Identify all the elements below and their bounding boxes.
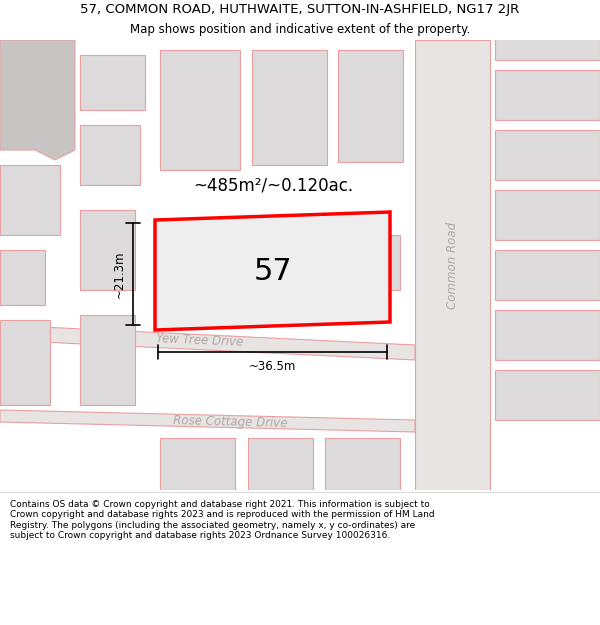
Text: 57: 57 — [254, 258, 292, 286]
Polygon shape — [0, 410, 415, 432]
Polygon shape — [415, 40, 490, 490]
Bar — [160, 438, 235, 490]
Polygon shape — [0, 325, 415, 360]
Bar — [155, 223, 237, 328]
Bar — [80, 125, 140, 185]
Text: Common Road: Common Road — [446, 221, 460, 309]
Bar — [495, 250, 600, 300]
Bar — [325, 438, 400, 490]
Bar — [0, 250, 45, 305]
Bar — [325, 235, 400, 290]
Text: Map shows position and indicative extent of the property.: Map shows position and indicative extent… — [130, 24, 470, 36]
Bar — [248, 438, 313, 490]
Bar — [0, 165, 60, 235]
Bar — [160, 235, 235, 295]
Bar — [495, 10, 600, 60]
Bar — [248, 235, 313, 292]
Bar — [0, 320, 50, 405]
Polygon shape — [0, 40, 75, 160]
Bar — [245, 225, 310, 325]
Text: Rose Cottage Drive: Rose Cottage Drive — [173, 414, 287, 430]
Text: Contains OS data © Crown copyright and database right 2021. This information is : Contains OS data © Crown copyright and d… — [10, 500, 434, 540]
Text: ~21.3m: ~21.3m — [113, 250, 125, 298]
Bar — [495, 70, 600, 120]
Bar — [80, 55, 145, 110]
Bar — [252, 50, 327, 165]
Bar — [338, 50, 403, 162]
Text: ~36.5m: ~36.5m — [249, 359, 296, 372]
Bar — [495, 310, 600, 360]
Bar — [495, 370, 600, 420]
Bar — [495, 130, 600, 180]
Text: 57, COMMON ROAD, HUTHWAITE, SUTTON-IN-ASHFIELD, NG17 2JR: 57, COMMON ROAD, HUTHWAITE, SUTTON-IN-AS… — [80, 4, 520, 16]
Polygon shape — [155, 212, 390, 330]
Bar — [80, 210, 135, 290]
Text: ~485m²/~0.120ac.: ~485m²/~0.120ac. — [193, 176, 353, 194]
Bar — [80, 315, 135, 405]
Bar — [160, 50, 240, 170]
Text: Yew Tree Drive: Yew Tree Drive — [156, 332, 244, 348]
Bar — [495, 190, 600, 240]
